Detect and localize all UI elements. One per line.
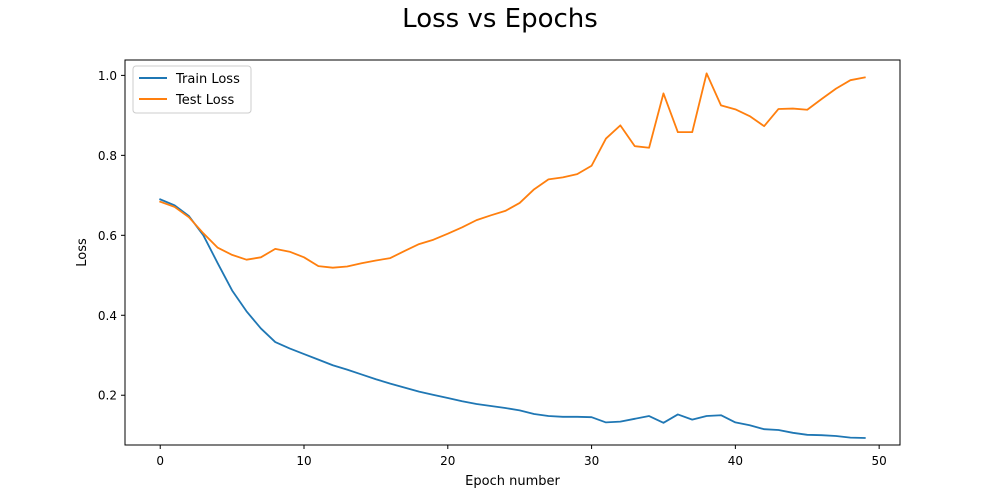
- plot-area: [125, 60, 900, 445]
- legend-label-train: Train Loss: [175, 72, 240, 87]
- series-layer: [159, 72, 866, 439]
- chart-title: Loss vs Epochs: [402, 4, 598, 34]
- y-tick-label: 0.8: [98, 149, 117, 163]
- y-axis-label: Loss: [75, 238, 90, 267]
- series-line-train-loss: [159, 198, 866, 439]
- y-axis-ticks: 0.2 0.4 0.6 0.8 1.0: [98, 69, 125, 403]
- y-tick-label: 0.2: [98, 389, 117, 403]
- y-tick-label: 1.0: [98, 69, 117, 83]
- x-tick-label: 0: [156, 454, 164, 468]
- x-tick-label: 20: [440, 454, 455, 468]
- x-tick-label: 30: [584, 454, 599, 468]
- x-tick-label: 10: [296, 454, 311, 468]
- x-axis-label: Epoch number: [465, 474, 560, 489]
- y-tick-label: 0.6: [98, 229, 117, 243]
- x-axis-ticks: 0 10 20 30 40 50: [156, 445, 887, 468]
- x-tick-label: 50: [872, 454, 887, 468]
- series-line-test-loss: [159, 72, 866, 269]
- legend-label-test: Test Loss: [175, 93, 234, 108]
- x-tick-label: 40: [728, 454, 743, 468]
- y-tick-label: 0.4: [98, 309, 117, 323]
- legend: Train Loss Test Loss: [132, 65, 252, 114]
- plot-frame: [124, 59, 901, 446]
